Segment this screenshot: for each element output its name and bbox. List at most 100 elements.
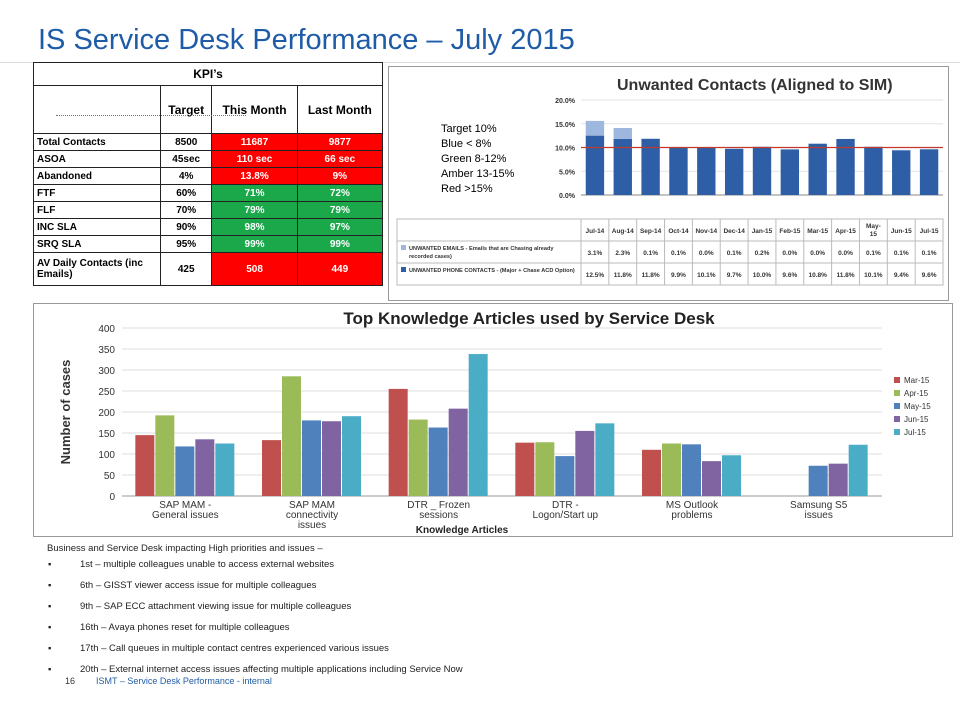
kpi-col-blank: [33, 85, 161, 134]
bullet-icon: ▪: [48, 580, 52, 591]
bar-may-15: [302, 420, 321, 496]
y-tick-label: 0: [109, 492, 115, 503]
bar-may-15: [555, 456, 575, 496]
bar-may-15: [175, 446, 195, 496]
bar-jun-15: [828, 463, 848, 496]
kpi-target: 425: [159, 252, 213, 286]
category-label: Sep-14: [640, 228, 662, 235]
data-label: 9.7%: [727, 272, 742, 279]
data-label: 9.6%: [782, 272, 797, 279]
bar-phone: [641, 138, 660, 195]
kpi-body: Total Contacts 8500 11687 9877 ASOA 45sec 110 …: [33, 133, 384, 286]
kpi-label: SRQ SLA: [33, 235, 161, 253]
category-label: 15: [870, 231, 878, 238]
kpi-col-target: Target: [159, 85, 213, 134]
data-label: 0.1%: [922, 250, 937, 257]
kpi-last-month: 72%: [296, 184, 384, 202]
y-tick-label: 10.0%: [555, 146, 576, 153]
bar-phone: [613, 138, 632, 195]
legend-swatch: [894, 390, 900, 396]
category-label: DTR -: [552, 500, 579, 511]
kpi-last-month: 79%: [296, 201, 384, 219]
bar-phone: [752, 147, 772, 195]
target-line-4: Red >15%: [441, 183, 493, 195]
bullet-icon: ▪: [48, 601, 52, 612]
kpi-target: 70%: [159, 201, 213, 219]
bar-email: [613, 128, 632, 139]
data-label: 0.1%: [671, 250, 686, 257]
data-label: 9.4%: [894, 272, 909, 279]
kpi-target: 8500: [159, 133, 213, 151]
bar-jun-15: [702, 461, 721, 496]
page-title: IS Service Desk Performance – July 2015: [38, 24, 575, 56]
unwanted-contacts-chart: 0.0% 5.0% 10.0% 15.0% 20.0% Jul-14 Aug-14 Sep-1…: [396, 98, 944, 286]
legend-swatch: [894, 429, 900, 435]
category-label: Logon/Start up: [533, 510, 599, 521]
y-tick-label: 50: [104, 471, 116, 482]
category-label: MS Outlook: [666, 500, 719, 511]
y-tick-label: 200: [98, 408, 115, 419]
bar-apr-15: [535, 442, 555, 496]
data-label: 3.1%: [588, 250, 603, 257]
legend-swatch: [894, 416, 900, 422]
bar-apr-15: [282, 376, 301, 496]
data-label: 10.1%: [697, 272, 716, 279]
bar-phone: [697, 147, 716, 195]
series-swatch: [401, 267, 406, 272]
category-label: Jul-14: [586, 228, 605, 235]
legend-label: Jun-15: [904, 415, 929, 424]
kpi-row: Total Contacts 8500 11687 9877: [33, 133, 384, 151]
kpi-this-month: 13.8%: [211, 167, 298, 185]
target-legend: Target 10% Blue < 8% Green 8-12% Amber 1…: [441, 122, 514, 197]
category-label: Aug-14: [612, 228, 634, 235]
series-name: UNWANTED PHONE CONTACTS - (Major + Chase…: [409, 268, 575, 274]
target-line-0: Target 10%: [441, 123, 497, 135]
bar-apr-15: [155, 415, 175, 496]
kpi-col-last-month: Last Month: [296, 85, 384, 134]
y-tick-label: 300: [98, 366, 115, 377]
data-label: 0.1%: [866, 250, 881, 257]
data-label: 11.8%: [642, 272, 660, 279]
kpi-row: FTF 60% 71% 72%: [33, 184, 384, 202]
kpi-last-month: 99%: [296, 235, 384, 253]
note-item: ▪ 16th – Avaya phones reset for multiple …: [47, 622, 463, 633]
kpi-label: FLF: [33, 201, 161, 219]
bar-apr-15: [408, 419, 428, 496]
note-text: 9th – SAP ECC attachment viewing issue f…: [80, 601, 352, 612]
bar-jun-15: [195, 439, 215, 496]
target-line-2: Green 8-12%: [441, 153, 507, 165]
target-line-3: Amber 13-15%: [441, 168, 515, 180]
y-tick-label: 5.0%: [559, 169, 576, 176]
bar-mar-15: [135, 435, 155, 496]
bar-phone: [669, 147, 688, 195]
bullet-icon: ▪: [48, 664, 52, 675]
note-text: 17th – Call queues in multiple contact c…: [80, 643, 389, 654]
category-label: Jun-15: [891, 228, 912, 235]
data-label: 0.0%: [838, 250, 853, 257]
data-label: 10.1%: [864, 272, 883, 279]
note-item: ▪ 20th – External internet access issues …: [47, 664, 463, 675]
notes-section: Business and Service Desk impacting High…: [47, 543, 463, 685]
category-label: DTR _ Frozen: [407, 500, 470, 511]
bar-mar-15: [642, 449, 661, 496]
note-item: ▪ 1st – multiple colleagues unable to acc…: [47, 559, 463, 570]
data-label: 0.1%: [643, 250, 658, 257]
kpi-row: SRQ SLA 95% 99% 99%: [33, 235, 384, 253]
data-label: 0.1%: [727, 250, 742, 257]
bar-phone: [919, 149, 939, 195]
kpi-target: 45sec: [159, 150, 213, 168]
kpi-row: INC SLA 90% 98% 97%: [33, 218, 384, 236]
bar-jul-15: [468, 354, 488, 496]
note-item: ▪ 6th – GISST viewer access issue for mul…: [47, 580, 463, 591]
note-text: 16th – Avaya phones reset for multiple c…: [80, 622, 290, 633]
kpi-last-month: 449: [296, 252, 384, 286]
bar-mar-15: [388, 388, 408, 496]
data-label: 10.0%: [753, 272, 772, 279]
data-label: 0.1%: [894, 250, 909, 257]
bar-jul-15: [342, 416, 361, 496]
y-tick-label: 15.0%: [555, 122, 576, 129]
kpi-heading: KPI’s: [33, 62, 383, 86]
bullet-icon: ▪: [48, 643, 52, 654]
y-axis-label: Number of cases: [58, 360, 73, 465]
kpi-label: FTF: [33, 184, 161, 202]
